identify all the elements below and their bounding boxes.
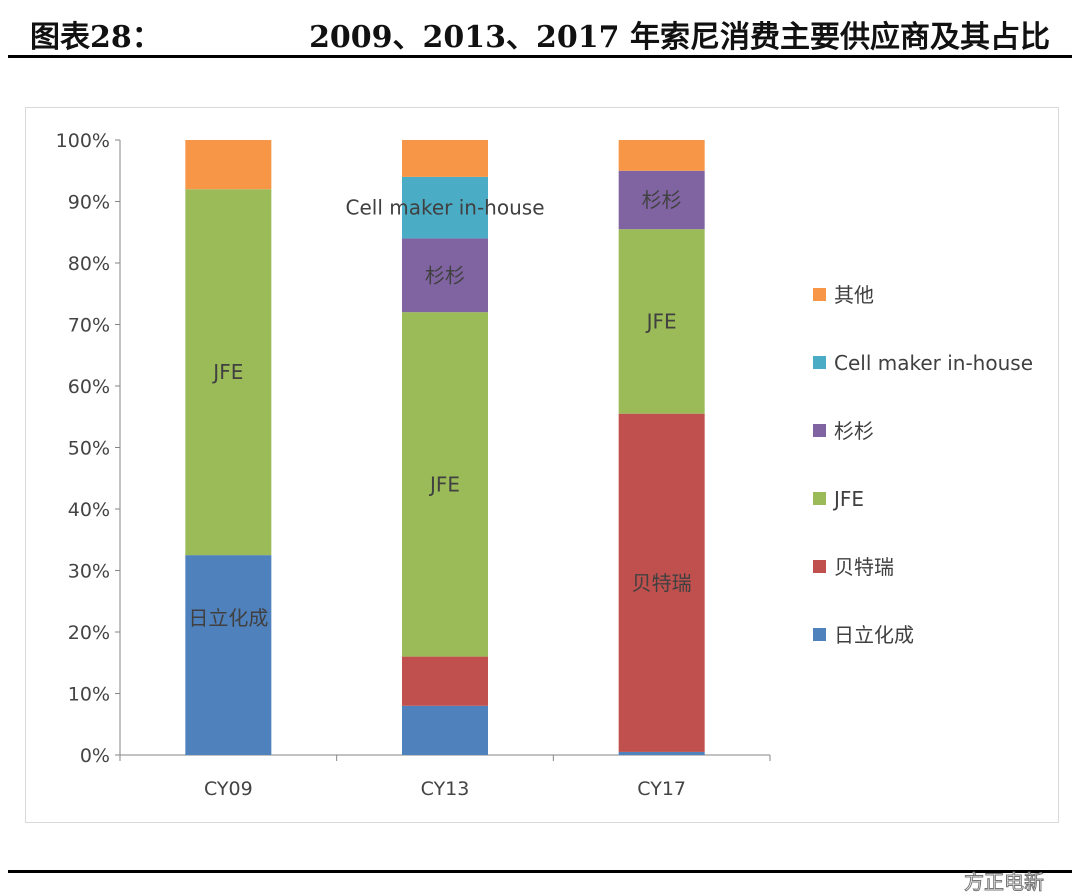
y-tick-label: 80%	[68, 253, 110, 275]
legend-label: 杉杉	[834, 419, 874, 443]
y-tick-label: 60%	[68, 376, 110, 398]
bar-segment	[185, 140, 272, 190]
legend-label: Cell maker in-house	[834, 351, 1033, 375]
bar-segment	[402, 238, 488, 313]
legend-swatch	[813, 560, 826, 573]
bar-segment	[618, 751, 705, 755]
legend-swatch	[813, 288, 826, 301]
y-tick-label: 100%	[56, 130, 110, 152]
legend-swatch	[813, 424, 826, 437]
bar-segment	[402, 140, 488, 177]
data-label: JFE	[211, 360, 243, 384]
bar-segment	[185, 555, 272, 755]
bar-segment	[402, 312, 488, 657]
bar-segment	[402, 705, 488, 755]
data-label: 日立化成	[188, 606, 268, 630]
chart-panel	[25, 107, 1059, 823]
figure-title: 图表28： 2009、2013、2017 年索尼消费主要供应商及其占比	[30, 8, 1050, 55]
y-tick-label: 90%	[68, 192, 110, 214]
bar-segment	[185, 189, 272, 556]
y-tick-label: 0%	[80, 745, 110, 767]
bar-segment	[618, 170, 705, 230]
legend-swatch	[813, 356, 826, 369]
y-tick-label: 30%	[68, 561, 110, 583]
bar-segment	[618, 140, 705, 171]
legend-swatch	[813, 492, 826, 505]
legend-label: 其他	[834, 283, 874, 307]
data-label: 杉杉	[642, 188, 682, 212]
x-tick-label: CY17	[637, 778, 686, 800]
bar-segment	[402, 656, 488, 706]
bar-segment	[402, 176, 488, 239]
y-tick-label: 70%	[68, 315, 110, 337]
y-tick-label: 50%	[68, 438, 110, 460]
data-label: 杉杉	[425, 263, 465, 287]
data-label: Cell maker in-house	[346, 196, 545, 220]
legend-label: JFE	[832, 487, 864, 511]
legend-swatch	[813, 628, 826, 641]
y-tick-label: 20%	[68, 622, 110, 644]
x-tick-label: CY09	[204, 778, 253, 800]
figure-number: 图表28：	[30, 20, 162, 55]
figure-caption: 2009、2013、2017 年索尼消费主要供应商及其占比	[309, 20, 1050, 55]
y-tick-label: 10%	[68, 684, 110, 706]
watermark: 方正电新	[964, 870, 1045, 895]
title-rule	[8, 55, 1072, 58]
data-label: JFE	[428, 472, 460, 496]
footer-rule	[8, 870, 1072, 873]
legend-label: 贝特瑞	[834, 555, 894, 579]
bar-segment	[618, 229, 705, 414]
data-label: JFE	[645, 309, 677, 333]
legend-label: 日立化成	[834, 623, 914, 647]
x-tick-label: CY13	[421, 778, 470, 800]
y-tick-label: 40%	[68, 499, 110, 521]
data-label: 贝特瑞	[632, 571, 692, 595]
bar-segment	[618, 413, 705, 752]
